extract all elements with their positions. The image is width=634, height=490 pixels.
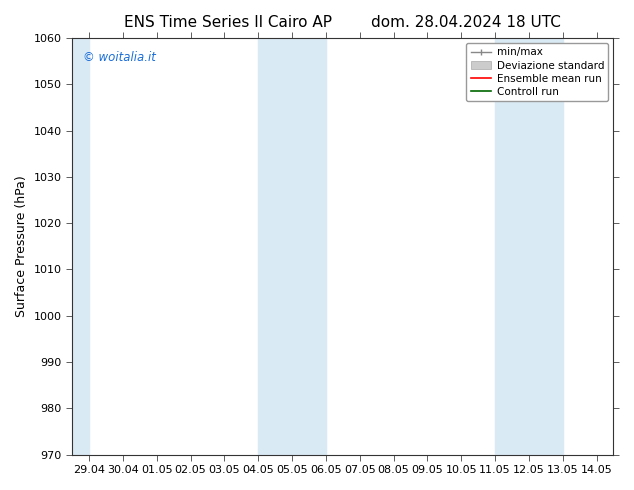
Bar (495, 38, 563, 455)
Bar (72, 38, 89, 455)
Bar (258, 38, 326, 455)
Title: ENS Time Series Il Cairo AP        dom. 28.04.2024 18 UTC: ENS Time Series Il Cairo AP dom. 28.04.2… (124, 15, 561, 30)
Y-axis label: Surface Pressure (hPa): Surface Pressure (hPa) (15, 175, 28, 317)
Legend: min/max, Deviazione standard, Ensemble mean run, Controll run: min/max, Deviazione standard, Ensemble m… (467, 43, 608, 101)
Text: © woitalia.it: © woitalia.it (83, 50, 156, 64)
